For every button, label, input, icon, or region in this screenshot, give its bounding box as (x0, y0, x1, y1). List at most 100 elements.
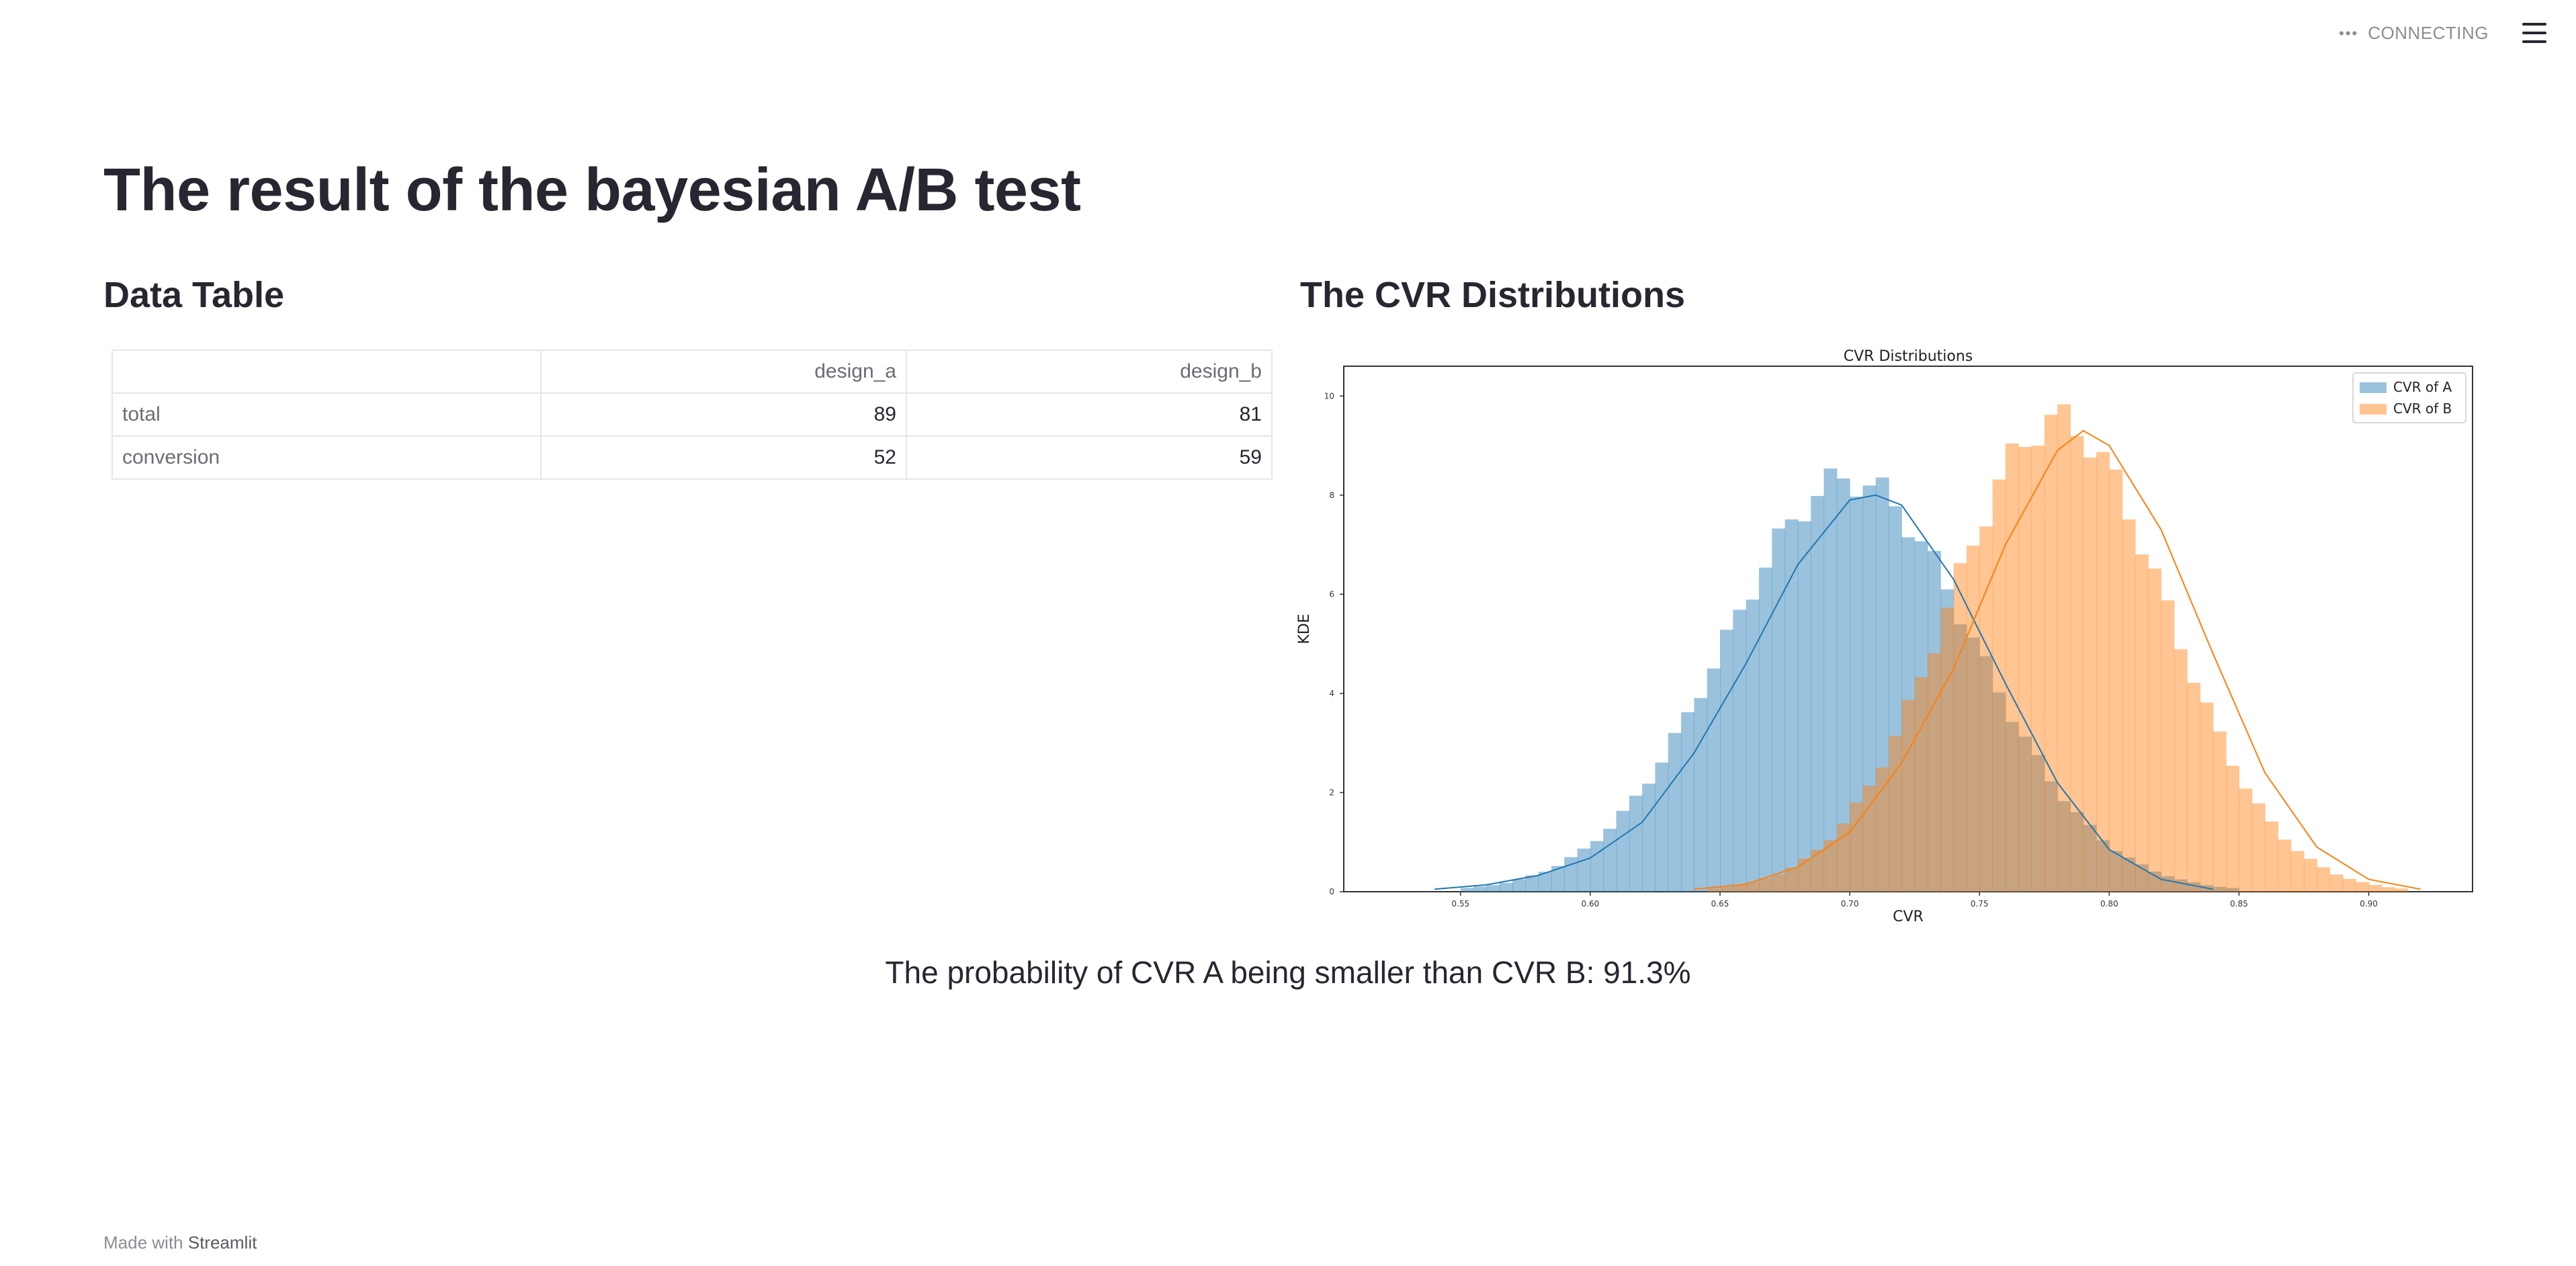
histogram-bar-b (1927, 652, 1941, 892)
y-tick-label: 0 (1329, 887, 1334, 896)
x-tick-label: 0.90 (2360, 899, 2378, 909)
y-axis-label: KDE (1297, 614, 1313, 644)
histogram-bar-b (2200, 702, 2214, 892)
histogram-bar-b (1901, 700, 1916, 892)
histogram-bar-a (1927, 551, 1941, 892)
histogram-bar-b (1850, 802, 1864, 892)
histogram-bar-a (1875, 477, 1889, 892)
histogram-bar-b (2148, 568, 2162, 892)
histogram-bar-b (2329, 874, 2344, 892)
histogram-bar-a (1616, 810, 1630, 892)
probability-result: The probability of CVR A being smaller t… (885, 955, 1691, 990)
histogram-bar-b (1797, 858, 1811, 892)
histogram-bar-b (1785, 868, 1799, 892)
histogram-bar-b (2239, 788, 2253, 892)
x-tick-label: 0.55 (1451, 899, 1469, 909)
table-row: total 89 81 (112, 392, 1273, 437)
table-cell: 59 (906, 435, 1273, 480)
histogram-bar-a (1862, 485, 1877, 892)
histogram-bar-a (2044, 781, 2058, 892)
histogram-bar-b (2356, 882, 2370, 892)
histogram-bar-b (2278, 839, 2292, 892)
data-table: design_a design_b total 89 81 conversion… (112, 349, 1273, 480)
histogram-bar-b (2109, 469, 2123, 892)
data-table-heading: Data Table (103, 275, 285, 315)
histogram-bar-a (1590, 841, 1604, 892)
streamlit-link[interactable]: Streamlit (187, 1232, 257, 1253)
chart-title: CVR Distributions (1844, 348, 1973, 365)
histogram-bar-a (1966, 637, 1980, 892)
histogram-bar-b (2135, 554, 2149, 892)
histogram-bar-a (2122, 857, 2136, 892)
histogram-bar-a (1940, 589, 1955, 892)
histogram-bar-a (2057, 801, 2071, 892)
y-tick-label: 4 (1329, 689, 1334, 698)
histogram-bar-a (1499, 882, 1513, 892)
histogram-bar-b (2213, 731, 2227, 892)
histogram-bar-b (2161, 600, 2175, 892)
kde-line-b (1694, 429, 2421, 890)
histogram-bar-b (2057, 404, 2071, 892)
legend-swatch (2360, 404, 2387, 415)
ellipsis-icon: ••• (2339, 24, 2359, 42)
histogram-bar-a (1914, 541, 1928, 892)
histogram-bar-a (1992, 692, 2006, 892)
histogram-bar-a (1758, 567, 1772, 892)
histogram-bar-b (1772, 874, 1786, 892)
histogram-bar-a (1525, 875, 1539, 892)
table-row: conversion 52 59 (112, 435, 1273, 480)
kde-line-a (1434, 494, 2213, 890)
x-tick-label: 0.70 (1841, 899, 1859, 909)
histogram-bar-b (1758, 878, 1772, 892)
histogram-bar-b (1992, 479, 2006, 892)
table-row-label: total (112, 392, 542, 437)
histogram-bar-a (2018, 736, 2032, 892)
histogram-bar-a (1889, 506, 1902, 892)
page-title: The result of the bayesian A/B test (103, 157, 1081, 224)
chart-heading: The CVR Distributions (1300, 275, 1686, 315)
histogram-bar-a (1797, 521, 1811, 892)
histogram-bar-b (2395, 888, 2409, 892)
histogram-bar-b (2381, 887, 2395, 892)
histogram-bar-a (1953, 624, 1967, 892)
histogram-bar-a (1811, 496, 1825, 892)
connection-status: ••• CONNECTING (2339, 23, 2489, 44)
table-header-cell: design_a (540, 349, 907, 394)
hamburger-menu-button[interactable] (2522, 23, 2546, 43)
histogram-bar-a (1850, 497, 1864, 892)
histogram-bar-b (1979, 526, 1993, 892)
histogram-bar-a (1901, 537, 1916, 892)
y-tick-label: 2 (1329, 788, 1334, 797)
histogram-bar-b (2122, 519, 2136, 892)
histogram-bar-a (2226, 888, 2240, 892)
histogram-bar-b (1746, 882, 1760, 892)
plot-frame (1343, 366, 2473, 892)
x-tick-label: 0.65 (1711, 899, 1729, 909)
histogram-bar-b (2317, 867, 2331, 892)
x-axis-label: CVR (1893, 909, 1924, 925)
y-tick-label: 8 (1329, 491, 1334, 500)
histogram-bar-a (1473, 886, 1488, 892)
histogram-bar-b (1889, 736, 1902, 892)
legend-swatch (2360, 382, 2387, 393)
histogram-bar-a (1733, 609, 1747, 892)
histogram-bar-b (2083, 457, 2097, 892)
x-tick-label: 0.60 (1582, 899, 1600, 909)
histogram-bar-a (1577, 848, 1591, 892)
histogram-bar-b (1811, 849, 1825, 892)
histogram-bar-b (1914, 677, 1928, 892)
histogram-bar-b (1836, 823, 1850, 892)
histogram-bar-b (2290, 851, 2305, 892)
histogram-bar-b (2031, 446, 2045, 892)
histogram-bar-a (1836, 478, 1850, 892)
histogram-bar-b (2342, 879, 2356, 892)
histogram-bar-b (1862, 785, 1877, 892)
table-cell: 52 (540, 435, 907, 480)
histogram-bar-a (2070, 812, 2084, 892)
table-row-label: conversion (112, 435, 542, 480)
histogram-bar-b (2368, 884, 2382, 892)
histogram-bar-a (1629, 796, 1643, 892)
histogram-bar-a (1746, 599, 1760, 892)
hamburger-icon (2522, 23, 2546, 26)
cvr-distribution-chart: CVR Distributions CVR KDE 0.55 0.60 0.65 0.70 0… (1297, 339, 2479, 931)
